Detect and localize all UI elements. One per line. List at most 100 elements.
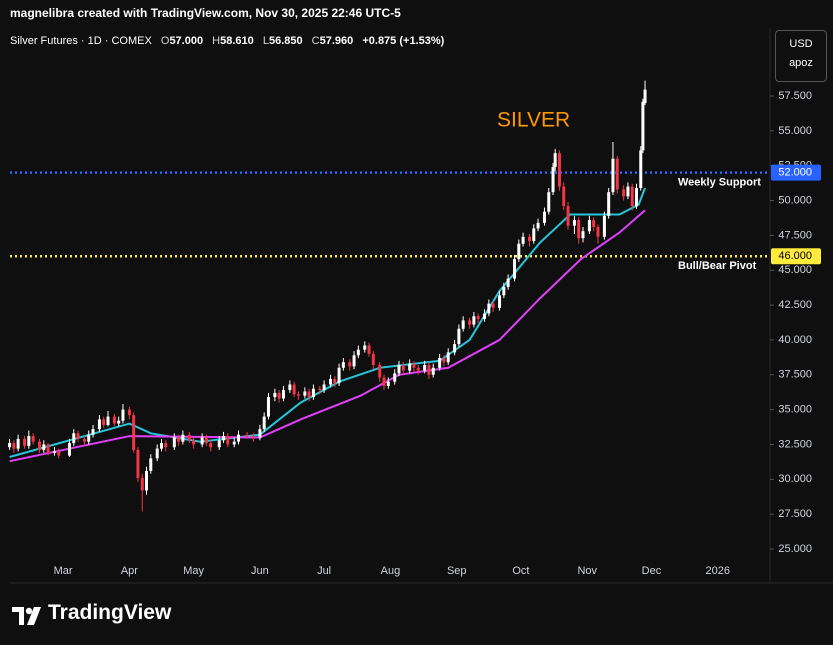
candle-body: [337, 367, 341, 384]
candle-body: [67, 443, 71, 456]
candle-body: [117, 420, 121, 424]
candle-body: [572, 220, 576, 226]
y-tick-label: 47.500: [778, 229, 812, 241]
ohlc-value: 57.960: [319, 35, 354, 47]
candle-body: [127, 409, 131, 416]
candle-body: [318, 388, 322, 391]
level-badge: [771, 164, 821, 181]
candle-body: [42, 444, 46, 451]
currency-unit-button[interactable]: USD apoz: [775, 30, 827, 82]
y-tick-label: 37.500: [778, 369, 812, 381]
symbol: Silver Futures · 1D · COMEX: [10, 35, 152, 47]
candle-body: [159, 443, 163, 449]
candle-body: [363, 345, 367, 350]
candle-body: [204, 437, 208, 444]
currency: USD: [789, 38, 813, 50]
candle-body: [16, 438, 20, 449]
candle-body: [386, 381, 390, 386]
candle-body: [106, 416, 110, 425]
x-tick-label: Nov: [577, 565, 597, 577]
candle-body: [517, 243, 521, 260]
candle-body: [532, 228, 536, 241]
candle-body: [562, 186, 566, 207]
candle-body: [528, 236, 532, 241]
candle-body: [371, 353, 375, 366]
x-tick-label: Jul: [317, 565, 331, 577]
candle-body: [82, 438, 86, 442]
x-tick-label: Aug: [381, 565, 401, 577]
ohlc-value: 58.610: [220, 35, 254, 47]
candle-body: [91, 429, 95, 435]
candle-body: [121, 409, 125, 421]
plot-area: [10, 28, 770, 583]
candle-body: [329, 378, 333, 385]
candle-body: [607, 192, 611, 216]
y-tick-label: 42.500: [778, 299, 812, 311]
candle-body: [288, 384, 292, 391]
candle-body: [164, 443, 168, 448]
candle-body: [446, 352, 450, 363]
candle-body: [587, 220, 591, 232]
candle-body: [461, 320, 465, 329]
candle-body: [322, 384, 326, 391]
candle-body: [258, 429, 262, 438]
candle-body: [232, 441, 236, 445]
x-tick-label: Mar: [54, 565, 73, 577]
ohlc-key: C: [311, 35, 320, 47]
candle-body: [72, 433, 76, 444]
candle-body: [222, 436, 226, 441]
candle-body: [630, 186, 634, 207]
candle-body: [333, 378, 337, 384]
candle-body: [292, 384, 296, 395]
candle-body: [551, 167, 555, 193]
y-tick-label: 55.000: [778, 125, 812, 137]
candle-body: [303, 391, 307, 396]
candle-body: [132, 415, 136, 451]
candle-body: [397, 365, 401, 374]
attribution: magnelibra created with TradingView.com,…: [10, 6, 401, 20]
candle-body: [87, 434, 91, 442]
candle-body: [311, 388, 315, 398]
y-tick-label: 50.000: [778, 194, 812, 206]
level-badge-label: 52.000: [778, 167, 812, 179]
candle-body: [226, 436, 230, 445]
candle-body: [491, 303, 495, 308]
y-tick-label: 40.000: [778, 334, 812, 346]
annotation: SILVER: [497, 109, 570, 132]
candle-body: [557, 153, 561, 187]
candle-body: [262, 416, 266, 430]
ohlc-value: 57.000: [169, 35, 204, 47]
candle-body: [348, 362, 352, 367]
candle-body: [181, 434, 185, 442]
candle-body: [521, 236, 525, 244]
candle-body: [457, 328, 461, 345]
brand: TradingView: [48, 601, 172, 624]
candle-body: [502, 286, 506, 296]
candle-body: [217, 440, 221, 448]
candle-body: [296, 394, 300, 396]
y-tick-label: 25.000: [778, 543, 812, 555]
candle-body: [412, 363, 416, 368]
candle-body: [382, 377, 386, 386]
level-badge-label: 46.000: [778, 250, 812, 262]
candle-body: [634, 188, 638, 207]
change: +0.875 (+1.53%): [362, 35, 445, 47]
candle-body: [498, 295, 502, 308]
candle-body: [626, 186, 630, 197]
candle-body: [547, 192, 551, 212]
candle-body: [378, 365, 382, 378]
candle-body: [577, 220, 581, 239]
candle-body: [112, 416, 116, 424]
candle-body: [251, 436, 255, 438]
y-tick-label: 32.500: [778, 438, 812, 450]
logo-icon: [12, 607, 41, 625]
candle-body: [341, 362, 345, 368]
y-tick-label: 30.000: [778, 473, 812, 485]
candle-body: [536, 222, 540, 229]
candle-body: [200, 437, 204, 445]
candle-body: [408, 363, 412, 371]
level-text: Weekly Support: [678, 177, 761, 189]
x-tick-label: Dec: [642, 565, 662, 577]
candle-body: [145, 470, 149, 491]
candle-body: [553, 153, 557, 168]
